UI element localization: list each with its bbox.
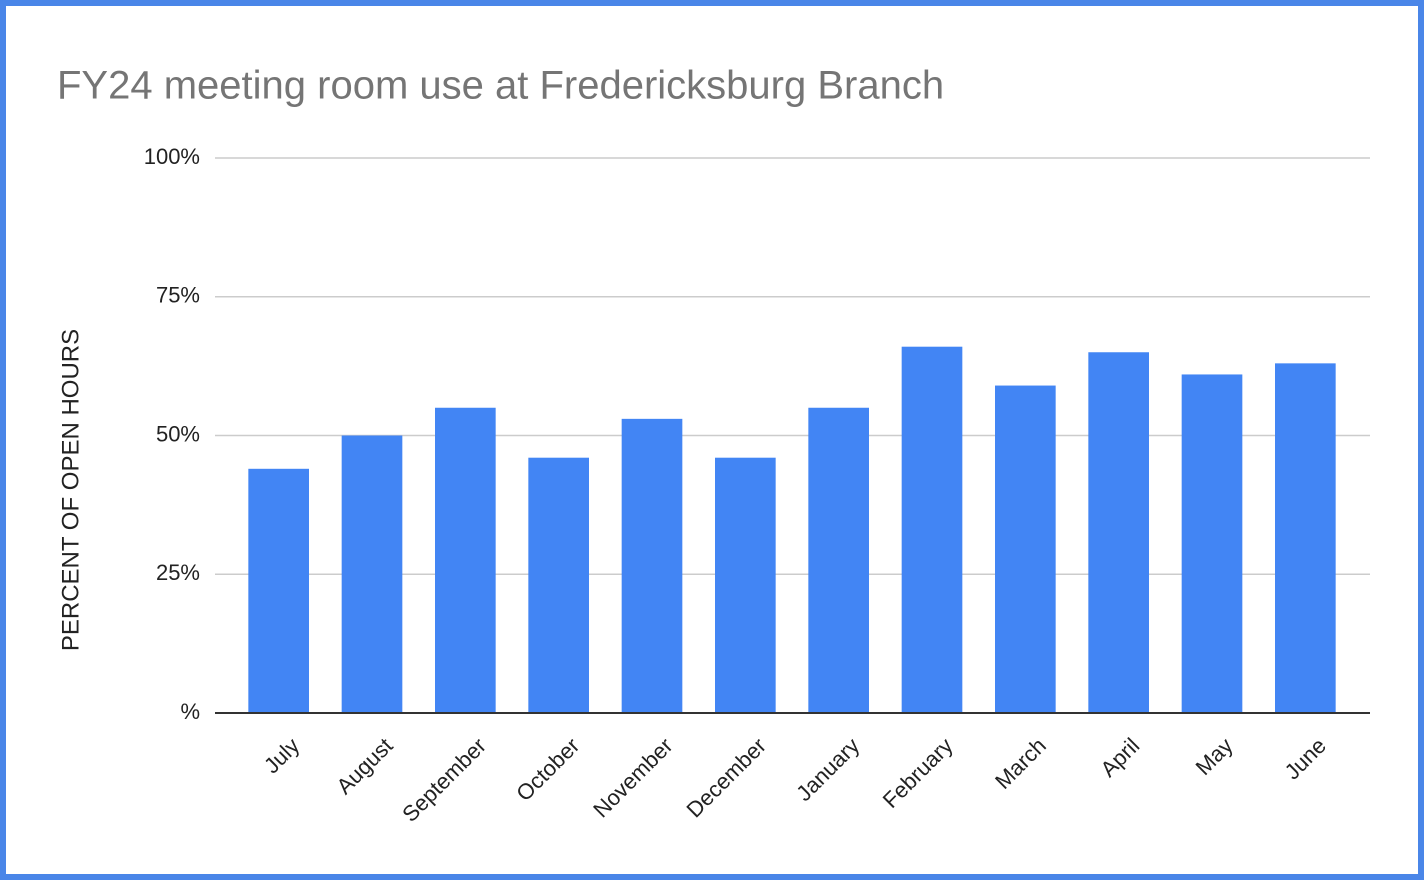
chart-title: FY24 meeting room use at Fredericksburg … bbox=[57, 64, 944, 108]
y-tick-label: 25% bbox=[156, 560, 200, 585]
bar bbox=[995, 385, 1056, 713]
bar bbox=[528, 457, 589, 713]
y-tick-label: % bbox=[180, 699, 200, 724]
bar bbox=[1088, 352, 1149, 713]
bar bbox=[435, 407, 496, 713]
bar bbox=[248, 468, 309, 713]
bar bbox=[341, 435, 403, 713]
bar bbox=[808, 407, 869, 713]
bar bbox=[1181, 374, 1243, 713]
y-axis-label: PERCENT OF OPEN HOURS bbox=[57, 329, 84, 651]
bar bbox=[1275, 363, 1336, 713]
y-tick-label: 50% bbox=[156, 421, 200, 446]
y-tick-label: 100% bbox=[144, 144, 200, 169]
bar bbox=[715, 457, 776, 713]
bar bbox=[621, 418, 683, 713]
y-tick-label: 75% bbox=[156, 283, 200, 308]
bar bbox=[901, 346, 963, 713]
